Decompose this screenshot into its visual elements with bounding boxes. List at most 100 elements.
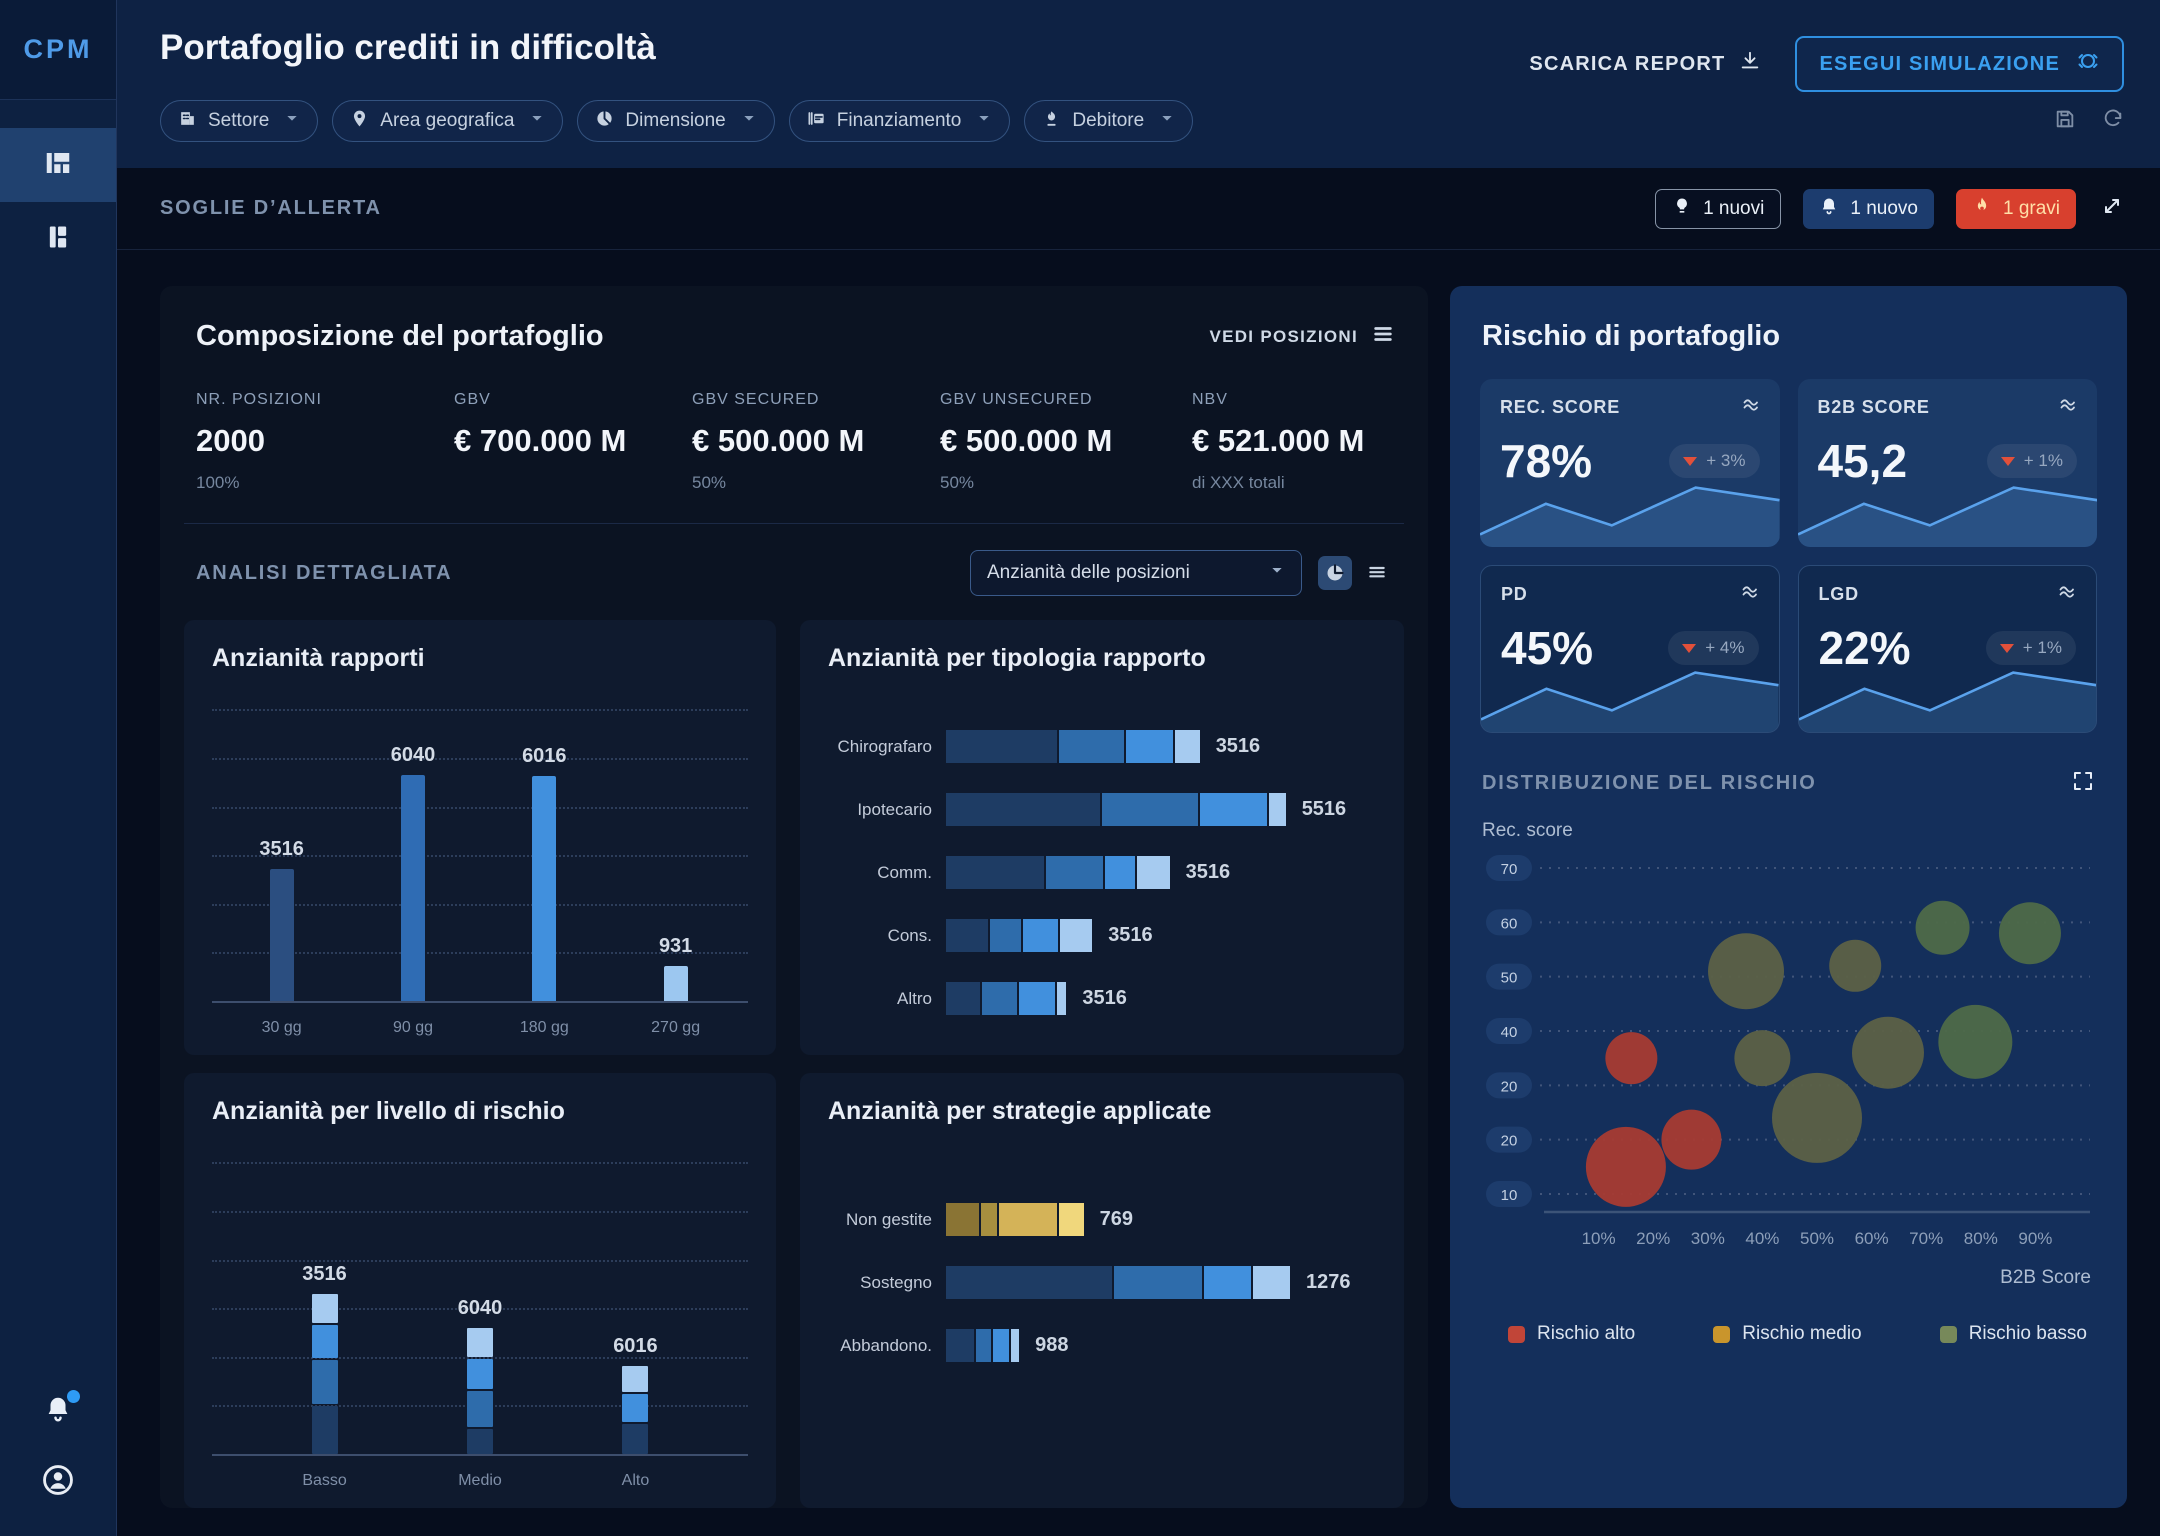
user-avatar[interactable] (41, 1463, 75, 1502)
x-axis-label: B2B Score (2000, 1267, 2091, 1288)
kpi-mid: 45% + 4% (1501, 621, 1759, 675)
row-ipotecario: Ipotecario 5516 (828, 793, 1376, 826)
legend-item-basso[interactable]: Rischio basso (1939, 1323, 2087, 1345)
bar-value: 3516 (302, 1263, 347, 1285)
refresh-icon[interactable] (2102, 108, 2124, 135)
bar-segment (1269, 793, 1286, 826)
legend-item-medio[interactable]: Rischio medio (1713, 1323, 1862, 1345)
x-axis-line (212, 1454, 748, 1456)
gridline (212, 903, 748, 906)
run-simulation-button[interactable]: ESEGUI SIMULAZIONE (1795, 36, 2124, 92)
stat-value: 2000 (196, 423, 265, 458)
view-positions-label: VEDI POSIZIONI (1209, 326, 1358, 346)
row-bar-wrap: 3516 (946, 856, 1376, 889)
portfolio-composition-card: Composizione del portafoglio VEDI POSIZI… (160, 286, 1428, 1508)
risk-level-chart-plot: 3516 Basso 6040 Medio 6016 Alto (212, 1162, 748, 1490)
row-altro: Altro 3516 (828, 982, 1376, 1015)
kpi-delta-value: + 1% (2022, 638, 2062, 657)
wave-icon (1740, 395, 1764, 420)
stat-gbv-unsecured: GBV UNSECURED € 500.000 M 50% (940, 391, 1192, 493)
chart-title: Anzianità per tipologia rapporto (828, 644, 1206, 672)
bar-180-gg (532, 776, 557, 1001)
expand-diagonal-icon[interactable] (2100, 194, 2124, 223)
bar-category: Medio (458, 1472, 502, 1489)
filter-dimensione[interactable]: Dimensione (577, 100, 775, 142)
y-tick-label: 70 (1501, 861, 1518, 878)
stacked-bar-alto (622, 1366, 649, 1454)
sidebar-item-dashboard[interactable] (0, 128, 116, 202)
stat-value: € 700.000 M (454, 423, 627, 458)
y-tick-pill (1486, 909, 1532, 936)
x-tick-label: 50% (1799, 1229, 1835, 1248)
bar-segment (976, 1329, 991, 1362)
row-label: Altro (897, 988, 932, 1008)
list-view-toggle[interactable] (1360, 556, 1394, 590)
sidebar-bottom (0, 1390, 116, 1502)
stat-label: NBV (1192, 391, 1228, 408)
sidebar-item-layout[interactable] (0, 202, 116, 276)
chart-anzianita-rischio: Anzianità per livello di rischio 3516 Bas… (184, 1073, 776, 1508)
risk-panel-title: Rischio di portafoglio (1482, 320, 1781, 352)
bar-value: 3516 (259, 838, 304, 860)
stat-value: € 500.000 M (692, 423, 865, 458)
flame-icon (1972, 196, 1992, 222)
bar-segment (1057, 982, 1067, 1015)
alert-badge-label: 1 nuovo (1850, 197, 1918, 219)
bubble-basso (1998, 902, 2061, 965)
y-axis-label: Rec. score (1482, 820, 1573, 841)
bar-segment (467, 1358, 493, 1389)
y-tick-pill (1486, 1018, 1532, 1044)
bar-segment (946, 730, 1058, 763)
notifications-button[interactable] (43, 1390, 80, 1429)
filter-label: Dimensione (625, 110, 726, 131)
y-tick-pill (1486, 1072, 1532, 1099)
bar-segment (1045, 856, 1103, 889)
row-bar-wrap: 3516 (946, 730, 1376, 763)
stat-sub: 50% (692, 473, 727, 492)
stat-nr-posizioni: NR. POSIZIONI 2000 100% (196, 391, 454, 493)
bar-segment (1058, 1203, 1084, 1236)
bar-segment (946, 1266, 1112, 1299)
view-positions-button[interactable]: VEDI POSIZIONI (1209, 323, 1394, 350)
download-report-button[interactable]: SCARICA REPORT (1529, 50, 1761, 78)
kpi-delta-badge: + 3% (1669, 444, 1760, 478)
gridline (212, 709, 748, 712)
chart-view-toggle[interactable] (1318, 556, 1352, 590)
row-value: 988 (1035, 1334, 1069, 1356)
filter-settore[interactable]: Settore (160, 100, 319, 142)
row-label: Sostegno (860, 1272, 932, 1292)
kpi-delta-value: + 4% (1705, 638, 1745, 657)
row-non-gestite: Non gestite 769 (828, 1203, 1376, 1236)
sidebar: CPM (0, 0, 117, 1536)
stacked-bar (946, 919, 1093, 952)
kpi-label: B2B SCORE (1817, 397, 1930, 417)
alert-badge-danger[interactable]: 1 gravi (1955, 188, 2076, 229)
chevron-down-icon (741, 110, 757, 132)
bar-segment (982, 982, 1017, 1015)
filter-debitore[interactable]: Debitore (1024, 100, 1194, 142)
kpi-delta-value: + 3% (1706, 451, 1746, 470)
strategy-chart-rows: Non gestite 769 Sostegno 1276 Abbandono. 988 (828, 1203, 1376, 1362)
gridline (212, 1308, 748, 1311)
x-tick-label: 20% (1636, 1229, 1671, 1248)
bubble-medio (1734, 1030, 1791, 1087)
stat-sub: 100% (196, 473, 240, 492)
stacked-bar (946, 856, 1170, 889)
x-tick-label: 90% (2018, 1229, 2053, 1248)
geo-icon (350, 109, 369, 134)
alert-badge-filled[interactable]: 1 nuovo (1803, 188, 1934, 229)
legend-item-alto[interactable]: Rischio alto (1508, 1323, 1635, 1345)
row-label: Cons. (887, 925, 932, 945)
row-bar-wrap: 769 (946, 1203, 1376, 1236)
stat-gbv-secured: GBV SECURED € 500.000 M 50% (692, 391, 940, 493)
filter-area-geografica[interactable]: Area geografica (332, 100, 564, 142)
expand-fullscreen-icon[interactable] (2071, 769, 2095, 798)
save-icon[interactable] (2054, 108, 2076, 135)
x-tick-label: 80% (1963, 1229, 1998, 1248)
triangle-down-icon (2000, 456, 2015, 466)
analysis-select[interactable]: Anzianità delle posizioni (970, 550, 1302, 596)
kpi-card-lgd: LGD 22% + 1% (1797, 565, 2097, 733)
y-tick-pill (1486, 855, 1532, 881)
alert-badge-outline[interactable]: 1 nuovi (1655, 188, 1782, 229)
filter-finanziamento[interactable]: Finanziamento (788, 100, 1011, 142)
